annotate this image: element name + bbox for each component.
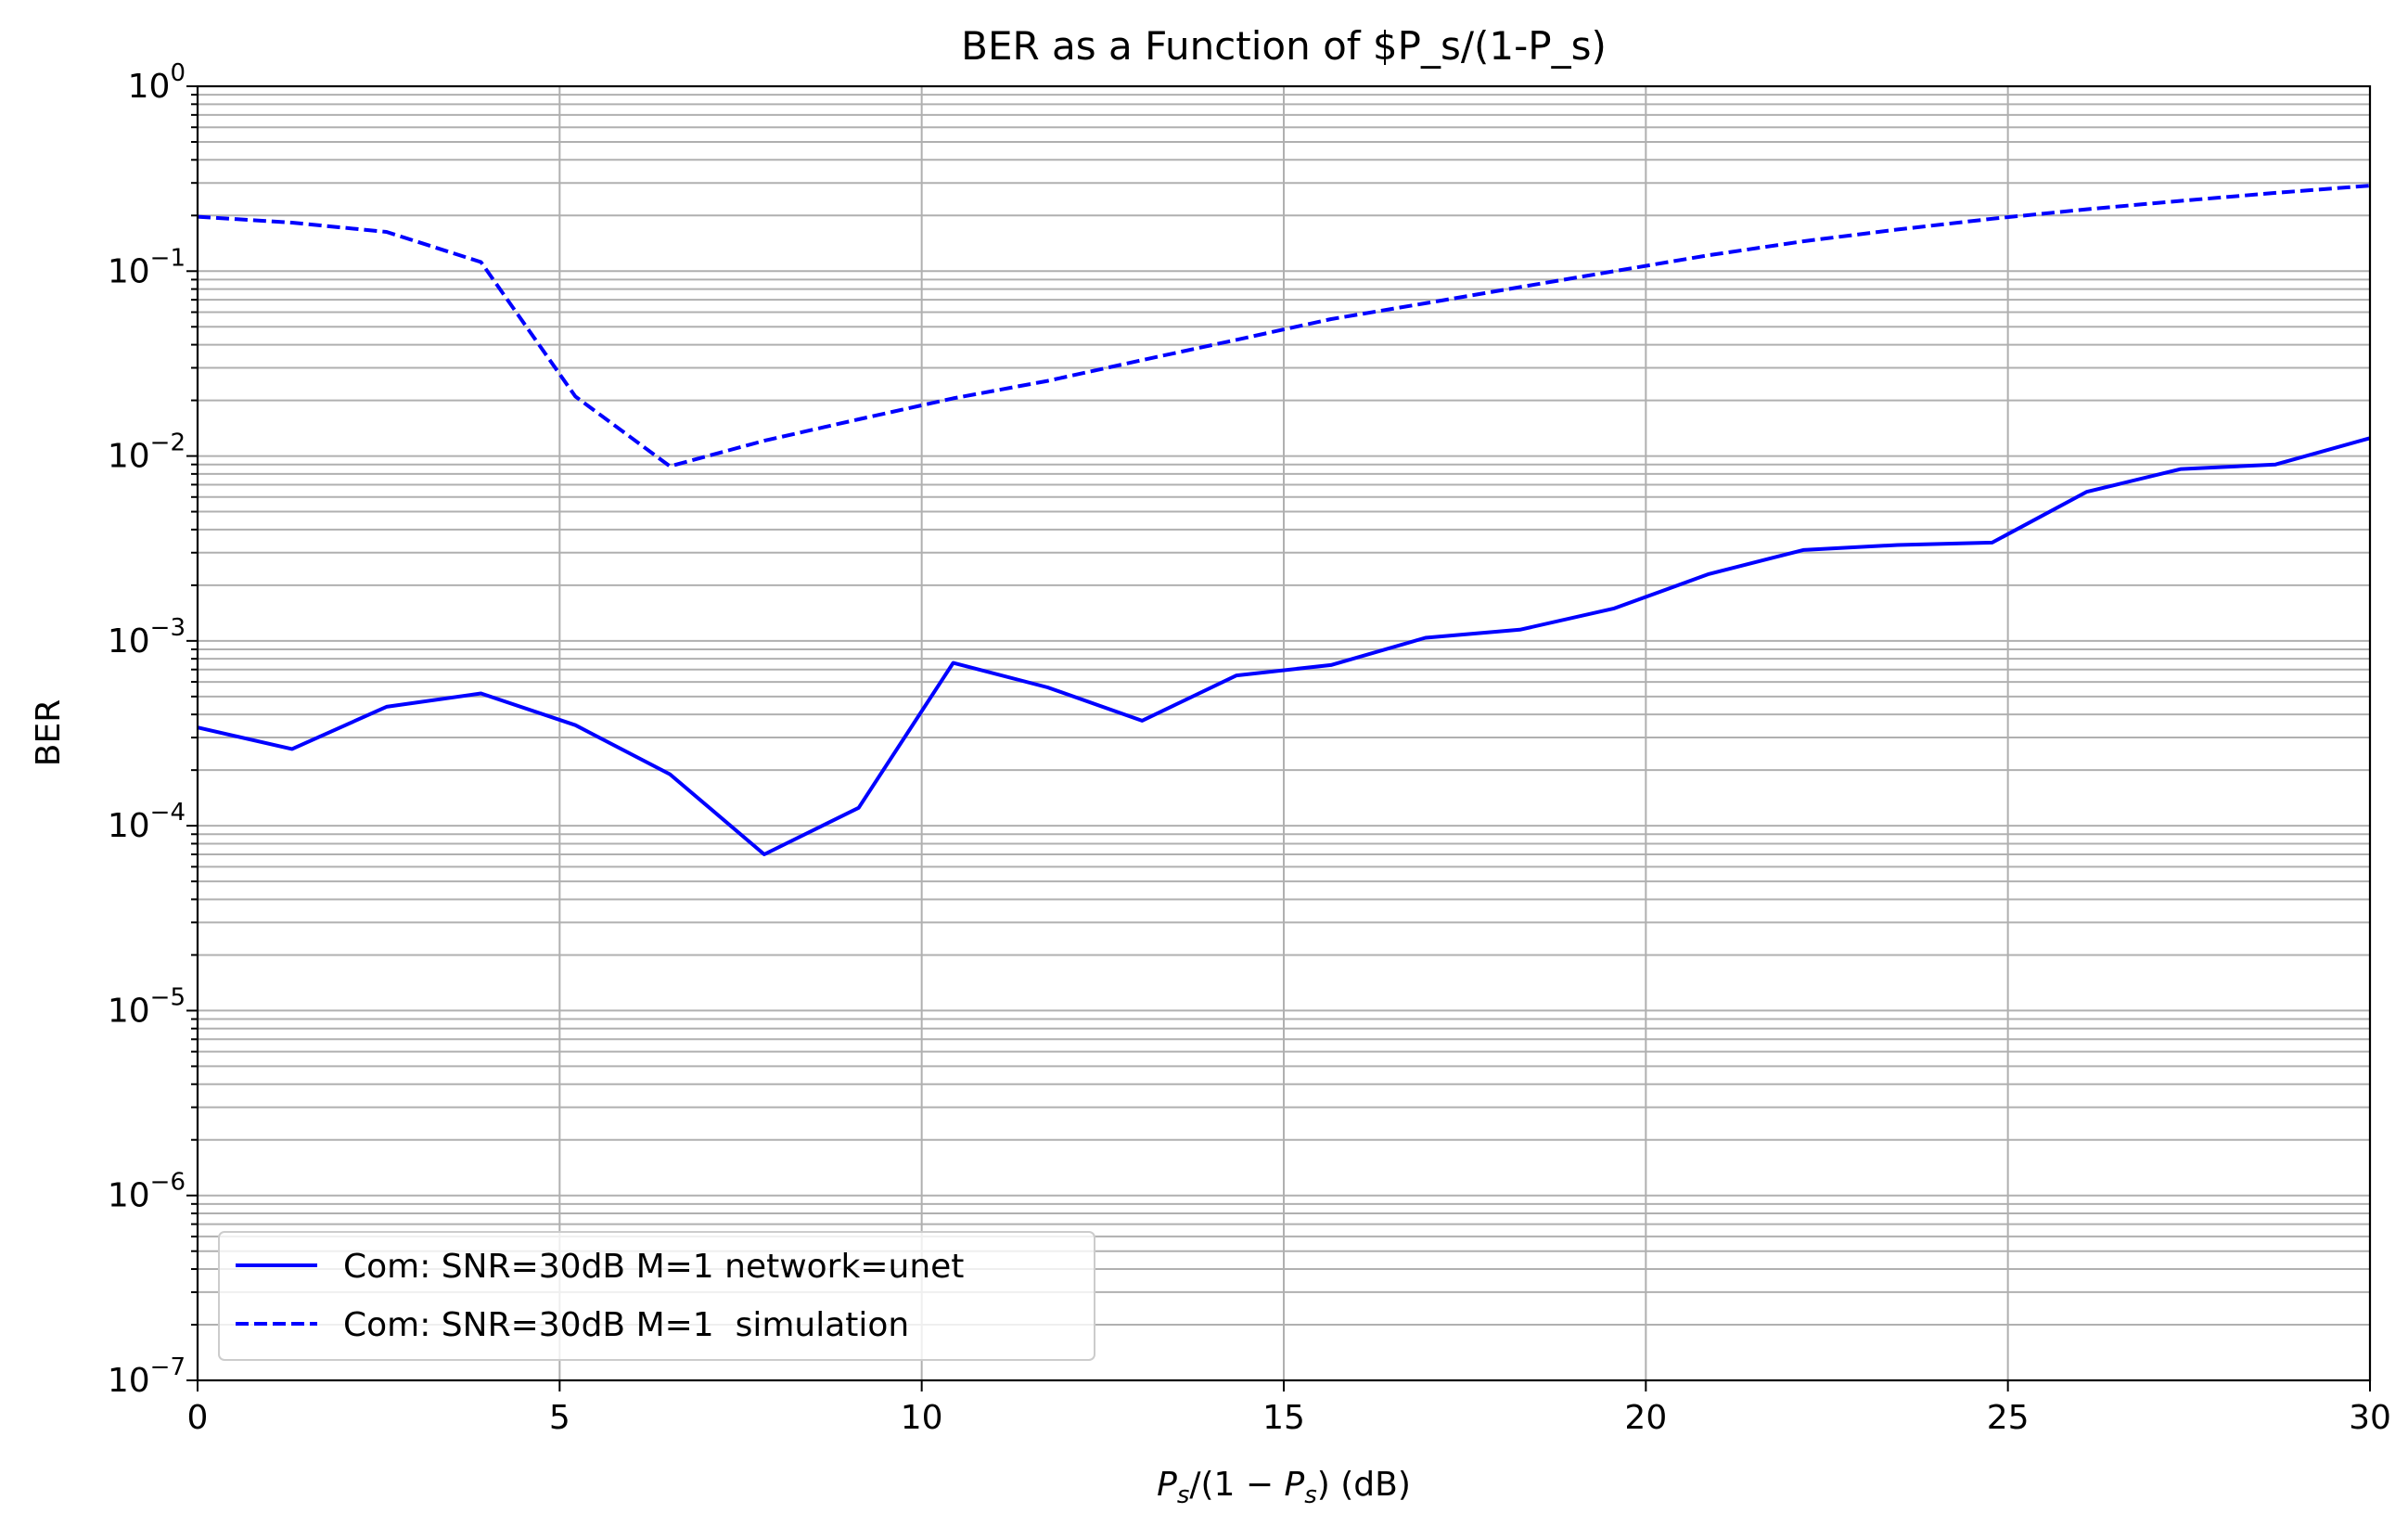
y-tick-label-base: 10 (108, 992, 150, 1030)
y-tick-label-base: 10 (108, 622, 150, 660)
x-tick-label: 5 (549, 1399, 570, 1437)
chart-title: BER as a Function of $P_s/(1-P_s) (961, 23, 1607, 69)
legend-label-network: Com: SNR=30dB M=1 network=unet (343, 1248, 964, 1286)
x-tick-label: 20 (1624, 1399, 1667, 1437)
x-axis-label-p2: P (1285, 1466, 1305, 1504)
y-tick-label-base: 10 (108, 807, 150, 845)
x-tick-label: 25 (1987, 1399, 2030, 1437)
y-tick-label-exponent: −2 (150, 430, 186, 457)
legend: Com: SNR=30dB M=1 network=unet Com: SNR=… (219, 1232, 1095, 1360)
y-tick-label-exponent: −4 (150, 799, 186, 827)
x-tick-label: 0 (187, 1399, 209, 1437)
x-axis-label: Ps/(1 − Ps) (dB) (1157, 1466, 1411, 1509)
x-tick-label: 30 (2349, 1399, 2391, 1437)
y-tick-label-base: 10 (128, 68, 171, 106)
y-tick-label-exponent: −5 (150, 983, 186, 1011)
legend-label-simulation: Com: SNR=30dB M=1 simulation (343, 1306, 909, 1344)
x-axis-label-mid: /(1 − (1189, 1466, 1284, 1504)
y-tick-label-exponent: −1 (150, 244, 186, 272)
y-tick-label-exponent: −6 (150, 1169, 186, 1197)
x-tick-label: 15 (1262, 1399, 1305, 1437)
y-tick-label-exponent: −3 (150, 614, 186, 642)
y-tick-label-base: 10 (108, 1362, 150, 1400)
y-tick-label-base: 10 (108, 1177, 150, 1215)
x-axis-label-p1: P (1157, 1466, 1177, 1504)
y-tick-label-base: 10 (108, 252, 150, 290)
x-axis-label-sub2: s (1304, 1481, 1317, 1509)
y-tick-label-exponent: 0 (170, 59, 186, 87)
x-axis-label-end: ) (dB) (1317, 1466, 1411, 1504)
y-tick-label-exponent: −7 (150, 1353, 186, 1381)
x-tick-label: 10 (901, 1399, 943, 1437)
y-tick-label-base: 10 (108, 438, 150, 476)
y-axis-label: BER (30, 699, 68, 766)
x-axis-label-sub1: s (1177, 1481, 1190, 1509)
